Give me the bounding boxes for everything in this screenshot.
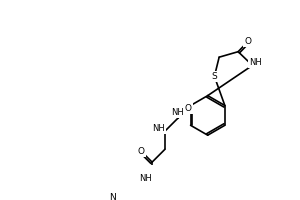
Text: NH: NH [171,108,184,117]
Text: N: N [109,193,116,200]
Text: NH: NH [139,174,152,183]
Text: O: O [137,147,145,156]
Text: NH: NH [152,124,165,133]
Text: O: O [244,37,251,46]
Text: O: O [184,104,191,113]
Text: NH: NH [249,58,262,67]
Text: S: S [212,72,217,81]
